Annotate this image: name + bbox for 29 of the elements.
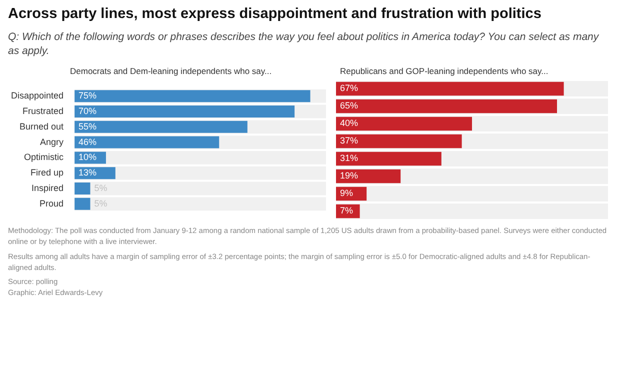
chart-title: Democrats and Dem-leaning independents who say... [69, 66, 273, 78]
data-label: 70% [78, 106, 97, 116]
y-tick-label: Proud [40, 198, 64, 208]
data-label: 75% [78, 90, 97, 101]
bar [336, 169, 401, 184]
data-label: 55% [78, 121, 97, 132]
text: Across party lines, most express disappointment and frustration with politics [8, 6, 542, 22]
y-tick-label: Fired up [30, 168, 64, 178]
data-label: 7% [340, 206, 354, 216]
data-label: 65% [340, 100, 358, 111]
y-tick-label: Optimistic [24, 152, 64, 162]
bar [74, 182, 90, 195]
bar [74, 198, 90, 210]
data-label: 10% [78, 152, 97, 162]
y-tick-label: Inspired [32, 182, 64, 193]
data-label: 40% [340, 118, 358, 128]
y-tick-label: Angry [40, 136, 64, 147]
y-tick-label: Frustrated [22, 106, 64, 116]
data-label: 31% [340, 153, 358, 164]
y-tick-label: Disappointed [10, 90, 64, 101]
data-label: 46% [78, 136, 97, 147]
data-label: 37% [340, 136, 358, 146]
data-label: 13% [78, 168, 97, 178]
y-tick-label: Burned out [19, 121, 64, 132]
data-label: 19% [340, 170, 358, 181]
data-label: 67% [340, 83, 358, 94]
data-label: 9% [340, 188, 354, 198]
text: Q: Which of the following words or phrases describes the way you feel about politics in America today? You can select as many as apply. [8, 30, 600, 58]
chart-title: Republicans and GOP-leaning independents who say... [339, 66, 550, 78]
